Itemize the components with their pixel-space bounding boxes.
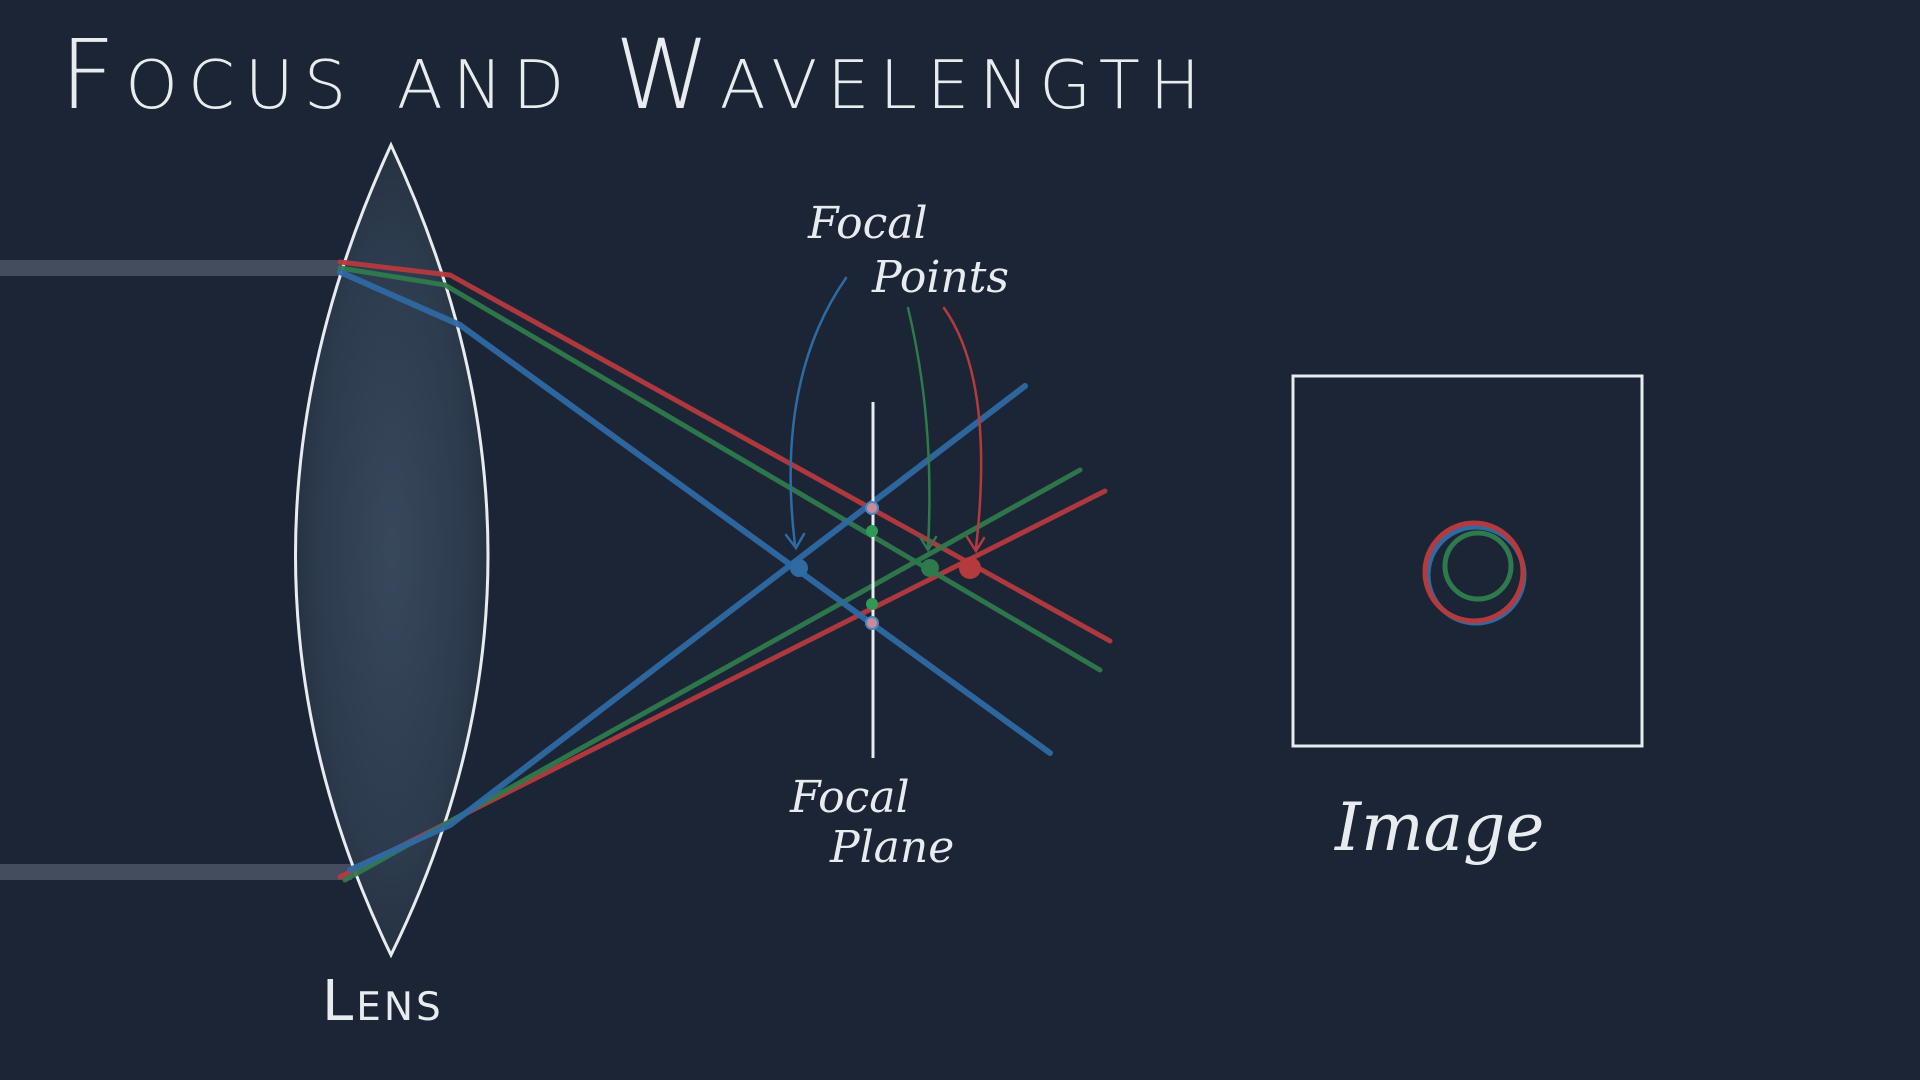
green-arrow-head bbox=[918, 535, 938, 553]
green-ray-top bbox=[337, 265, 1103, 673]
lens-shape bbox=[294, 141, 490, 959]
focal-points-label-line2: Points bbox=[871, 252, 1009, 303]
plane-intersection-bottom-green bbox=[866, 598, 878, 610]
green-annotation-arrow bbox=[906, 306, 931, 550]
green-blur-circle bbox=[1442, 530, 1514, 602]
plane-intersection-top-outer bbox=[865, 501, 879, 515]
blue-ray-top bbox=[337, 269, 1053, 756]
plane-intersection-bottom-outer bbox=[865, 616, 879, 630]
image-frame bbox=[1291, 374, 1644, 748]
red-arrow-head bbox=[965, 535, 986, 554]
focal-plane-label-line2: Plane bbox=[829, 822, 954, 873]
blue-rays bbox=[337, 269, 1053, 873]
green-focal-point bbox=[921, 559, 939, 577]
blue-ray-bottom bbox=[347, 383, 1028, 873]
blue-focal-point bbox=[790, 559, 808, 577]
red-annotation-arrow bbox=[942, 306, 983, 550]
blue-annotation-arrow bbox=[789, 276, 848, 547]
diagram-title: Focus and Wavelength bbox=[60, 19, 1210, 131]
focal-points-label-line1: Focal bbox=[807, 198, 928, 249]
focal-plane-label-line1: Focal bbox=[789, 772, 910, 823]
image-label: Image bbox=[1334, 789, 1544, 866]
blue-arrow-head bbox=[784, 532, 806, 551]
focal-points-arrows bbox=[784, 276, 986, 554]
red-focal-point bbox=[959, 557, 981, 579]
red-blur-circle bbox=[1422, 520, 1526, 624]
red-ray-top bbox=[337, 259, 1113, 644]
lens-label: Lens bbox=[322, 969, 444, 1034]
plane-intersection-top-green bbox=[866, 525, 878, 537]
